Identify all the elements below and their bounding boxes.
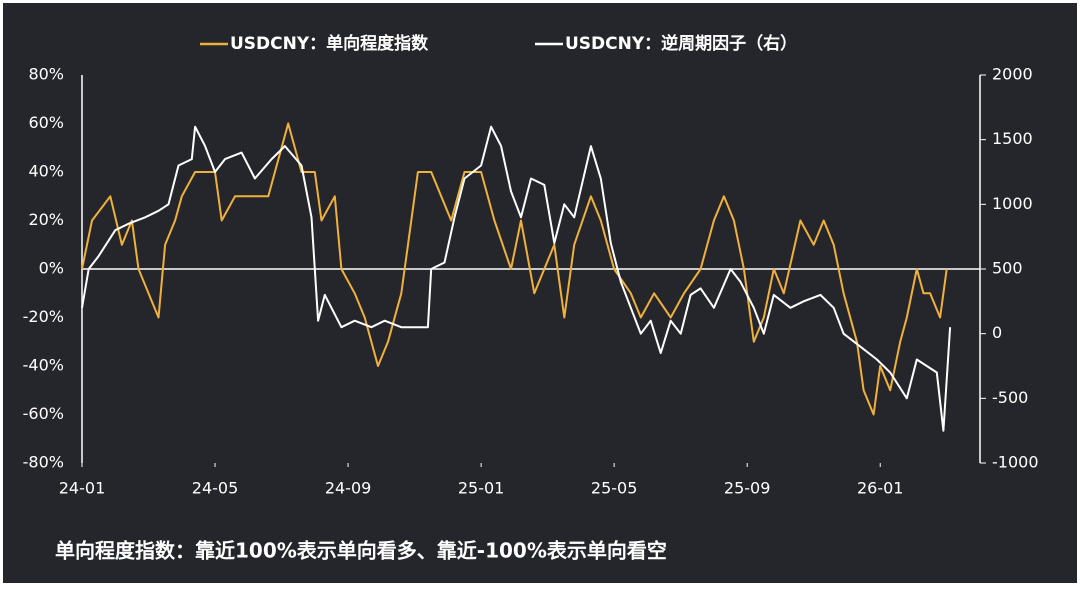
- x-tick-label: 25-09: [724, 479, 771, 498]
- y2-tick-label: 1000: [992, 194, 1033, 213]
- footnote: 单向程度指数：靠近100%表示单向看多、靠近-100%表示单向看空: [55, 539, 667, 563]
- x-tick-label: 24-01: [59, 479, 106, 498]
- y-tick-label: 60%: [28, 113, 64, 132]
- y2-tick-label: 2000: [992, 65, 1033, 84]
- y-tick-label: -60%: [23, 404, 64, 423]
- series-line: [81, 122, 948, 416]
- x-tick-label: 25-05: [591, 479, 638, 498]
- y-tick-label: -40%: [23, 356, 64, 375]
- y-tick-label: -20%: [23, 307, 64, 326]
- y2-tick-label: -1000: [992, 453, 1039, 472]
- x-tick-label: 24-09: [325, 479, 372, 498]
- y-tick-label: 0%: [39, 259, 64, 278]
- y2-tick-label: -500: [992, 388, 1028, 407]
- x-tick-label: 24-05: [192, 479, 239, 498]
- y-tick-label: 20%: [28, 210, 64, 229]
- y-tick-label: -80%: [23, 453, 64, 472]
- y2-tick-label: 500: [992, 259, 1023, 278]
- y2-tick-label: 1500: [992, 129, 1033, 148]
- y-tick-label: 80%: [28, 65, 64, 84]
- series-line: [81, 125, 952, 432]
- x-tick-label: 26-01: [857, 479, 904, 498]
- y-tick-label: 40%: [28, 162, 64, 181]
- y2-tick-label: 0: [992, 323, 1002, 342]
- legend-label: USDCNY：单向程度指数: [230, 33, 429, 54]
- legend-label: USDCNY：逆周期因子（右）: [565, 33, 797, 54]
- chart-background: [3, 3, 1077, 583]
- x-tick-label: 25-01: [458, 479, 505, 498]
